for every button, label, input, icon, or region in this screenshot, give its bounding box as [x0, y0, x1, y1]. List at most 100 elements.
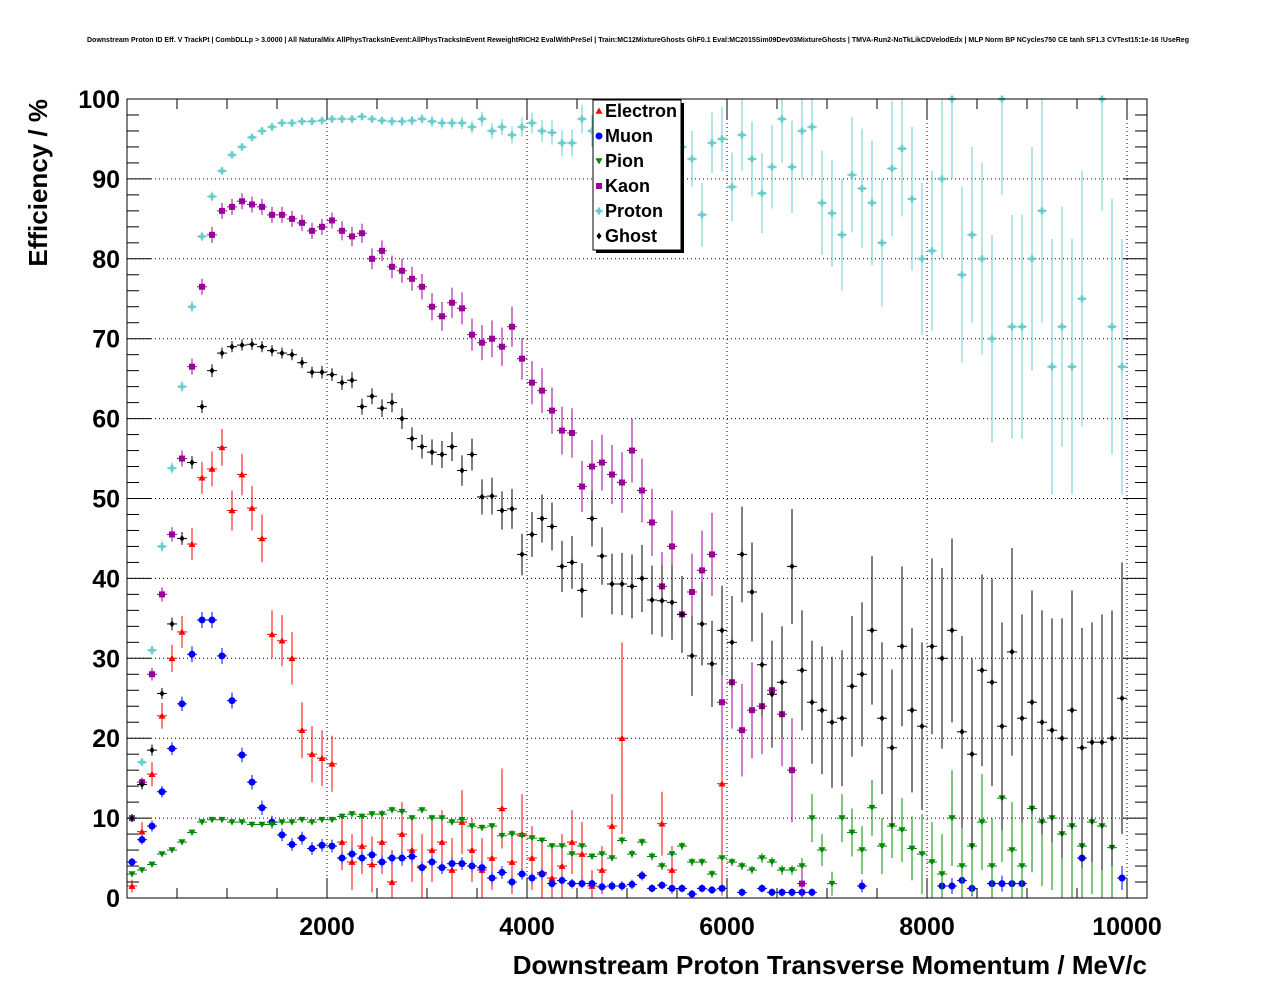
data-point — [528, 119, 536, 127]
data-point — [188, 650, 196, 658]
data-point — [488, 823, 496, 830]
data-point — [598, 883, 606, 891]
data-point — [288, 819, 296, 826]
data-point — [669, 543, 675, 550]
data-point — [919, 722, 925, 730]
data-point — [818, 199, 826, 207]
data-point — [528, 854, 536, 861]
data-point — [198, 616, 206, 624]
data-point — [318, 816, 326, 824]
data-point — [358, 813, 366, 821]
data-point — [1079, 744, 1085, 752]
data-point — [338, 115, 346, 123]
data-point — [468, 862, 476, 870]
data-point — [268, 630, 276, 638]
data-point — [938, 175, 946, 183]
data-point — [528, 835, 536, 842]
series-proton — [127, 95, 1127, 822]
data-point — [418, 807, 426, 814]
data-point — [478, 864, 486, 872]
data-point — [488, 127, 496, 135]
data-point — [719, 626, 725, 634]
legend-marker — [595, 132, 603, 140]
data-point — [958, 863, 966, 870]
data-point — [568, 838, 576, 845]
data-point — [518, 870, 526, 878]
data-point — [718, 780, 726, 787]
data-point — [319, 368, 325, 376]
data-point — [888, 823, 896, 830]
data-point — [739, 550, 745, 558]
data-point — [678, 843, 686, 850]
data-point — [158, 712, 166, 719]
data-point — [479, 493, 485, 501]
data-point — [558, 876, 566, 884]
data-point — [558, 139, 566, 147]
data-point — [1009, 648, 1015, 656]
data-point — [969, 750, 975, 758]
data-point — [869, 626, 875, 634]
y-tick-label: 30 — [92, 645, 120, 673]
data-point — [329, 217, 335, 224]
data-point — [1069, 706, 1075, 714]
data-point — [348, 850, 356, 858]
data-point — [468, 846, 476, 853]
data-point — [349, 233, 355, 240]
data-point — [508, 858, 516, 865]
data-point — [618, 882, 626, 890]
data-point — [458, 816, 466, 824]
data-point — [428, 858, 436, 866]
data-point — [359, 403, 365, 411]
data-point — [499, 506, 505, 514]
data-point — [669, 598, 675, 606]
data-point — [578, 115, 586, 123]
data-point — [378, 858, 386, 866]
data-point — [1119, 694, 1125, 702]
data-point — [638, 872, 646, 880]
data-point — [208, 465, 216, 472]
data-point — [948, 882, 956, 890]
data-point — [459, 467, 465, 475]
data-point — [719, 699, 725, 706]
data-point — [319, 223, 325, 230]
data-point — [608, 822, 616, 829]
legend-marker — [596, 183, 602, 189]
data-point — [689, 588, 695, 595]
data-point — [248, 504, 256, 511]
data-point — [658, 820, 666, 827]
data-point — [519, 550, 525, 558]
data-point — [938, 871, 946, 878]
y-tick-label: 0 — [106, 885, 120, 913]
data-point — [369, 392, 375, 400]
data-point — [659, 597, 665, 605]
data-point — [979, 666, 985, 674]
data-point — [288, 119, 296, 127]
data-point — [549, 407, 555, 414]
data-point — [699, 620, 705, 628]
data-point — [648, 884, 656, 892]
data-point — [628, 851, 636, 858]
data-point — [408, 117, 416, 125]
data-point — [878, 843, 886, 850]
data-point — [908, 195, 916, 203]
data-point — [258, 821, 266, 828]
data-point — [749, 588, 755, 596]
data-point — [448, 860, 456, 868]
data-point — [138, 758, 146, 766]
data-point — [768, 163, 776, 171]
data-point — [309, 227, 315, 234]
data-point — [608, 882, 616, 890]
data-point — [518, 832, 526, 840]
data-point — [688, 890, 696, 898]
data-point — [449, 443, 455, 451]
data-point — [168, 847, 176, 854]
data-point — [639, 487, 645, 494]
data-point — [908, 845, 916, 852]
data-point — [668, 866, 676, 873]
data-point — [828, 880, 836, 888]
data-point — [849, 682, 855, 690]
data-point — [208, 192, 216, 200]
data-point — [188, 829, 196, 836]
data-point — [198, 819, 206, 826]
data-point — [248, 133, 256, 141]
